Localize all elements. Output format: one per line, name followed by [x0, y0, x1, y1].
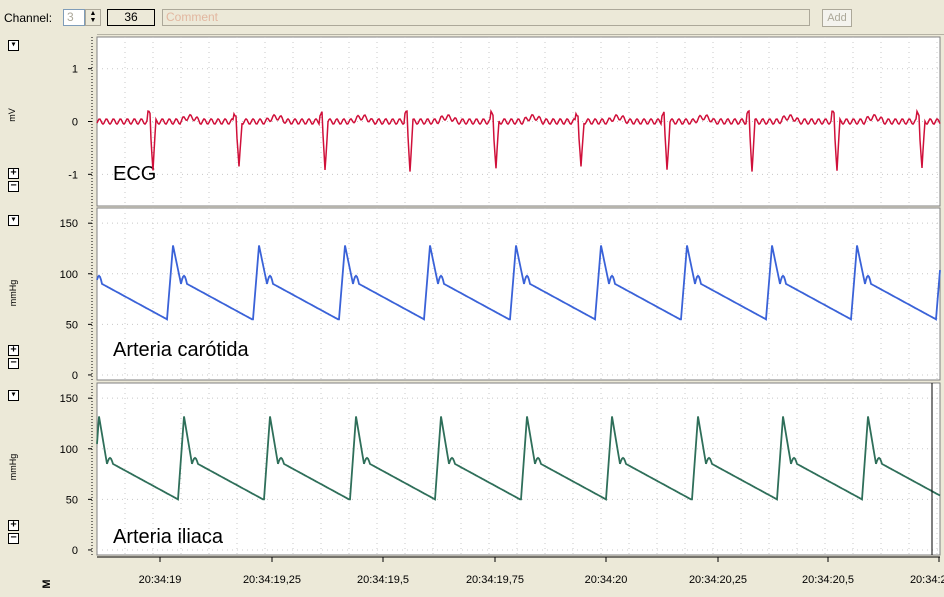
channel-label: Channel:: [4, 11, 53, 25]
carotid-title: Arteria carótida: [113, 339, 249, 361]
carotid-unit-label: mmHg: [8, 279, 18, 307]
ecg-tick-label: -1: [68, 169, 78, 181]
toolbar: Channel: 3 ▲ ▼ 36 Comment Add: [0, 0, 944, 35]
carotid-tick-label: 100: [60, 269, 78, 281]
iliac-trace: [96, 416, 941, 501]
iliac-title: Arteria iliaca: [113, 526, 224, 548]
left-gutter: [0, 34, 97, 592]
ecg-tick-label: 1: [72, 64, 78, 76]
add-button[interactable]: Add: [822, 9, 852, 27]
time-tick-label: 20:34:19,75: [466, 574, 524, 586]
ecg-zoom-in-button[interactable]: +: [8, 168, 19, 179]
carotid-zoom-out-button[interactable]: −: [8, 358, 19, 369]
carotid-tick-label: 50: [66, 319, 78, 331]
ecg-title: ECG: [113, 163, 156, 185]
iliac-zoom-in-button[interactable]: +: [8, 520, 19, 531]
iliac-unit-label: mmHg: [8, 453, 18, 481]
comment-input[interactable]: Comment: [162, 9, 810, 26]
iliac-tick-label: 150: [60, 393, 78, 405]
ecg-zoom-out-button[interactable]: −: [8, 181, 19, 192]
chart-canvas: 1 0 -1 ECG 150 100 50 0 Arteria carótida 150 100 50…: [0, 34, 944, 592]
time-tick-label: 20:34:20,75: [910, 574, 944, 586]
carotid-zoom-in-button[interactable]: +: [8, 345, 19, 356]
iliac-panel: [96, 382, 941, 556]
time-tick-label: 20:34:19,25: [243, 574, 301, 586]
time-axis-bg: [0, 556, 944, 592]
channel-spinner[interactable]: ▲ ▼: [85, 9, 101, 26]
iliac-tick-label: 0: [72, 545, 78, 557]
count-field: 36: [107, 9, 155, 26]
time-tick-label: 20:34:19: [139, 574, 182, 586]
carotid-menu-button[interactable]: ▾: [8, 215, 19, 226]
carotid-trace: [96, 245, 941, 321]
axis-mode-icon: M: [41, 579, 53, 588]
time-tick-label: 20:34:20: [585, 574, 628, 586]
time-tick-label: 20:34:20,5: [802, 574, 854, 586]
time-tick-label: 20:34:19,5: [357, 574, 409, 586]
iliac-tick-label: 50: [66, 494, 78, 506]
iliac-menu-button[interactable]: ▾: [8, 390, 19, 401]
carotid-tick-label: 150: [60, 218, 78, 230]
ecg-menu-button[interactable]: ▾: [8, 40, 19, 51]
ecg-trace: [96, 108, 941, 172]
iliac-tick-label: 100: [60, 444, 78, 456]
ecg-tick-label: 0: [72, 117, 78, 129]
channel-input[interactable]: 3: [63, 9, 85, 26]
ecg-unit-label: mV: [7, 108, 17, 122]
carotid-tick-label: 0: [72, 370, 78, 382]
iliac-zoom-out-button[interactable]: −: [8, 533, 19, 544]
time-tick-label: 20:34:20,25: [689, 574, 747, 586]
plot-area: 1 0 -1 ECG 150 100 50 0 Arteria carótida 150 100 50…: [0, 34, 944, 592]
